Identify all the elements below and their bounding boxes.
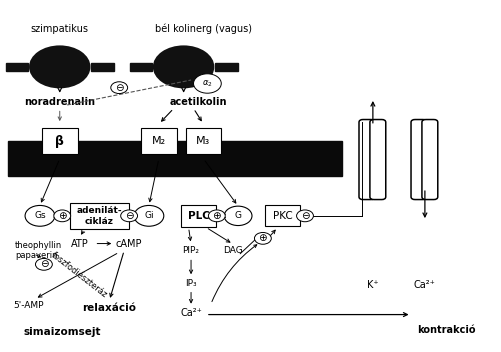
- FancyBboxPatch shape: [185, 128, 221, 154]
- Text: PKC: PKC: [273, 211, 293, 221]
- Text: simaizomsejt: simaizomsejt: [24, 327, 101, 337]
- FancyBboxPatch shape: [266, 206, 300, 226]
- Bar: [8, 142, 342, 176]
- Bar: [6, 63, 28, 71]
- Text: noradrenalin: noradrenalin: [24, 96, 95, 107]
- Text: M₃: M₃: [196, 136, 210, 146]
- Text: Ca²⁺: Ca²⁺: [180, 308, 202, 318]
- Text: Ca²⁺: Ca²⁺: [414, 280, 436, 290]
- Text: ⊖: ⊖: [301, 211, 310, 221]
- Text: relaxáció: relaxáció: [82, 303, 136, 313]
- Text: cAMP: cAMP: [116, 239, 142, 249]
- Text: IP₃: IP₃: [185, 279, 197, 288]
- Text: szimpatikus: szimpatikus: [31, 24, 89, 34]
- Circle shape: [29, 45, 91, 88]
- FancyBboxPatch shape: [411, 120, 427, 200]
- Bar: [215, 63, 237, 71]
- FancyBboxPatch shape: [422, 120, 438, 200]
- Circle shape: [297, 210, 314, 222]
- Circle shape: [208, 210, 225, 222]
- Text: Gs: Gs: [34, 211, 46, 220]
- Text: kontrakció: kontrakció: [417, 325, 475, 335]
- Circle shape: [121, 210, 138, 222]
- FancyBboxPatch shape: [141, 128, 177, 154]
- Text: ATP: ATP: [71, 239, 89, 249]
- Text: G: G: [234, 211, 241, 220]
- Circle shape: [36, 258, 52, 270]
- Text: 5'-AMP: 5'-AMP: [14, 301, 44, 310]
- Text: ⊕: ⊕: [58, 211, 67, 221]
- Text: ⊖: ⊖: [125, 211, 133, 221]
- Text: K⁺: K⁺: [367, 280, 379, 290]
- Text: ⊖: ⊖: [40, 259, 48, 269]
- Circle shape: [54, 210, 71, 222]
- Bar: [92, 63, 114, 71]
- Circle shape: [153, 45, 214, 88]
- Text: PIP₂: PIP₂: [182, 246, 199, 255]
- Text: ⊖: ⊖: [115, 83, 124, 93]
- Text: M₂: M₂: [152, 136, 166, 146]
- FancyBboxPatch shape: [70, 203, 129, 229]
- FancyBboxPatch shape: [42, 128, 78, 154]
- Circle shape: [134, 206, 164, 226]
- Text: ⊕: ⊕: [212, 211, 221, 221]
- Text: β: β: [55, 135, 64, 148]
- Text: $\alpha_2$: $\alpha_2$: [202, 78, 213, 89]
- Text: adenilát-
cikláz: adenilát- cikláz: [77, 206, 122, 226]
- Text: PLC: PLC: [187, 211, 209, 221]
- FancyBboxPatch shape: [181, 205, 216, 227]
- Circle shape: [111, 82, 128, 94]
- Text: foszfodiészteráz: foszfodiészteráz: [50, 250, 109, 299]
- Circle shape: [193, 74, 221, 93]
- Text: ⊕: ⊕: [259, 233, 267, 243]
- Bar: [130, 63, 152, 71]
- Text: DAG: DAG: [223, 246, 243, 255]
- Circle shape: [224, 206, 252, 226]
- Circle shape: [255, 232, 272, 244]
- FancyBboxPatch shape: [359, 120, 375, 200]
- FancyBboxPatch shape: [370, 120, 386, 200]
- Text: Gi: Gi: [144, 211, 154, 220]
- Text: acetilkolin: acetilkolin: [170, 96, 227, 107]
- Text: bél kolinerg (vagus): bél kolinerg (vagus): [155, 24, 252, 34]
- Circle shape: [25, 206, 55, 226]
- Text: theophyllin
papaverin: theophyllin papaverin: [15, 241, 63, 260]
